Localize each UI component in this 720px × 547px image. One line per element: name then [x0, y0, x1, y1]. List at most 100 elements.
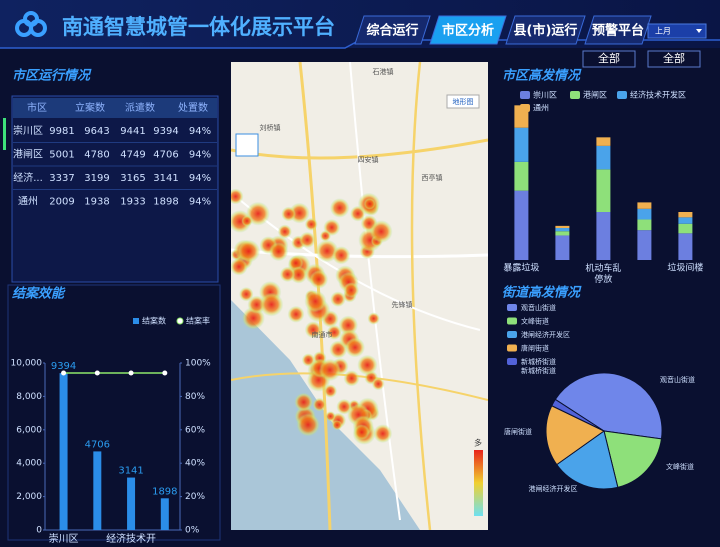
bar-segment — [678, 212, 693, 218]
x-tick-label: 机动车乱停放 — [585, 262, 621, 285]
heat-spot — [329, 198, 350, 218]
bar-segment — [596, 137, 611, 146]
bar — [59, 373, 68, 530]
table-cell: 94% — [189, 197, 211, 208]
legend-label: 通州 — [533, 103, 549, 113]
map-label: 西亭镇 — [422, 173, 443, 182]
y-tick-label: 8,000 — [16, 392, 42, 402]
bar — [160, 498, 169, 530]
heat-spot — [371, 377, 385, 391]
pie-slice — [551, 398, 605, 432]
legend-marker — [507, 358, 517, 365]
legend-marker — [520, 91, 530, 99]
slice-label: 观音山街道 — [660, 375, 695, 384]
data-label: 4706 — [85, 439, 110, 450]
legend-marker — [507, 331, 517, 338]
table-cell: 1938 — [84, 197, 109, 208]
heat-spot — [231, 257, 248, 276]
table-cell: 3165 — [120, 173, 145, 184]
bar-segment — [514, 127, 529, 162]
heat-spot — [237, 239, 261, 263]
y2-tick-label: 60% — [185, 425, 205, 435]
legend-marker — [176, 317, 184, 325]
heat-spot — [367, 312, 380, 325]
heat-spot — [281, 206, 297, 222]
heat-legend — [474, 450, 483, 516]
heat-spot — [357, 354, 378, 376]
legend-label: 港闸经济开发区 — [521, 330, 570, 339]
table-cell: 94% — [189, 173, 211, 184]
app-title: 南通智慧城管一体化展示平台 — [62, 15, 335, 39]
table-cell: 9643 — [84, 126, 109, 137]
section-title: 结案效能 — [12, 286, 66, 302]
legend-label: 唐闸街道 — [521, 344, 549, 353]
bar-segment — [596, 169, 611, 212]
x-tick-label: 崇川区 — [49, 533, 79, 545]
nav-tab[interactable]: 市区分析 — [429, 15, 507, 45]
section-title: 市区运行情况 — [12, 68, 92, 84]
heat-spot — [330, 291, 346, 307]
bar-segment — [637, 202, 652, 209]
y2-tick-label: 0% — [185, 526, 200, 536]
dropdown[interactable]: 上月 — [647, 23, 707, 39]
rate-point — [128, 370, 134, 376]
heat-spot — [345, 337, 366, 358]
pie-slice — [556, 430, 619, 490]
legend-marker — [570, 91, 580, 99]
map-label: 石港镇 — [373, 67, 394, 76]
table-cell: 3337 — [49, 173, 74, 184]
heat-spot — [326, 324, 342, 340]
scroll-indicator — [3, 118, 6, 150]
slice-label: 港闸经济开发区 — [529, 484, 578, 493]
heat-spot — [231, 188, 244, 205]
heat-spot — [331, 419, 343, 431]
table-cell: 崇川区 — [13, 125, 43, 137]
tab-label: 县(市)运行 — [514, 23, 578, 39]
heat-spot — [343, 370, 360, 387]
y2-tick-label: 80% — [185, 392, 205, 402]
button-label: 全部 — [598, 51, 620, 65]
bar-segment — [596, 145, 611, 170]
bar-segment — [596, 212, 611, 260]
filter-button[interactable]: 全部 — [582, 50, 636, 68]
bar — [93, 451, 102, 530]
table-cell: 4706 — [153, 150, 178, 161]
table-cell: 9981 — [49, 126, 74, 137]
bar-segment — [678, 223, 693, 234]
bar-segment — [555, 235, 570, 260]
pie-slice — [603, 430, 663, 488]
data-label: 1898 — [152, 486, 177, 497]
legend-label: 经济技术开发区 — [630, 90, 686, 100]
map-tool[interactable] — [235, 133, 259, 157]
slice-label: 文峰街道 — [666, 462, 694, 471]
bar — [127, 477, 136, 530]
tab-label: 综合运行 — [366, 23, 418, 39]
y-tick-label: 6,000 — [16, 425, 42, 435]
map-type-button[interactable]: 地形图 — [446, 94, 480, 109]
bar-segment — [678, 217, 693, 224]
table-cell: 94% — [189, 126, 211, 137]
heat-spot — [287, 305, 305, 323]
heat-spot — [304, 290, 327, 313]
road — [231, 248, 488, 259]
map-label: 四安镇 — [358, 155, 379, 164]
dropdown-box — [647, 23, 707, 39]
heat-spot — [343, 282, 360, 299]
nav-tab[interactable]: 预警平台 — [584, 15, 652, 45]
heat-spot — [353, 424, 370, 441]
x-tick-label: 垃圾间楼 — [667, 262, 703, 274]
rate-point — [61, 370, 67, 376]
section-title: 市区高发情况 — [502, 68, 582, 84]
button-label: 地形图 — [453, 97, 474, 106]
filter-button[interactable]: 全部 — [647, 50, 701, 68]
legend-label: 结案数 — [142, 316, 166, 326]
panel-frame — [7, 284, 221, 541]
nav-tab[interactable]: 综合运行 — [354, 15, 431, 45]
heat-spot — [279, 266, 296, 283]
nav-tab[interactable]: 县(市)运行 — [505, 15, 586, 45]
tab-shape — [429, 15, 507, 45]
y-tick-label: 2,000 — [16, 492, 42, 502]
slice-label: 唐闸街道 — [504, 427, 532, 436]
table-cell: 通州 — [18, 196, 38, 208]
